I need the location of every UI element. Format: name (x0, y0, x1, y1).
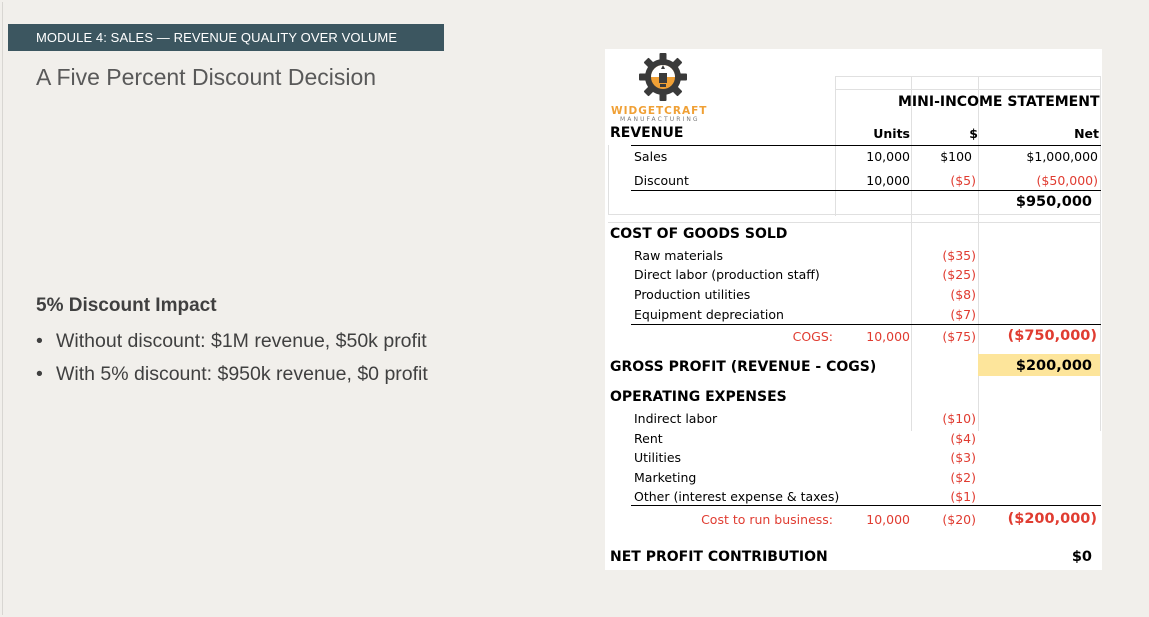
opex-item-label: Rent (634, 431, 663, 446)
cogs-item-label: Production utilities (634, 287, 751, 302)
net-header: Net (1074, 126, 1099, 141)
discount-units: 10,000 (866, 173, 910, 188)
gross-profit-value: $200,000 (1015, 358, 1092, 374)
impact-bullet-text: Without discount: $1M revenue, $50k prof… (56, 330, 427, 352)
cogs-item-price: ($35) (942, 248, 976, 263)
revenue-heading: REVENUE (610, 125, 684, 141)
opex-heading: OPERATING EXPENSES (610, 389, 787, 405)
cogs-total-net: ($750,000) (1007, 328, 1097, 344)
bullet-dot-icon: • (36, 363, 43, 385)
net-profit-label: NET PROFIT CONTRIBUTION (610, 549, 828, 565)
opex-item-price: ($3) (950, 450, 976, 465)
opex-item-price: ($4) (950, 431, 976, 446)
opex-item-label: Indirect labor (634, 411, 718, 426)
grid-line (835, 76, 1101, 77)
sales-label: Sales (634, 149, 668, 164)
discount-net: ($50,000) (1036, 173, 1098, 188)
revenue-total: $950,000 (1015, 194, 1092, 210)
grid-line (911, 76, 912, 431)
impact-bullet-list: • Without discount: $1M revenue, $50k pro… (36, 328, 428, 394)
grid-line (608, 222, 1101, 223)
opex-item-price: ($1) (950, 489, 976, 504)
grid-line (1100, 76, 1101, 431)
sales-price: $100 (940, 149, 972, 164)
cogs-item-price: ($7) (950, 307, 976, 322)
rule-line (631, 145, 1101, 146)
gear-lightbulb-icon (639, 53, 687, 101)
opex-item-label: Other (interest expense & taxes) (634, 489, 840, 504)
module-banner: MODULE 4: SALES — REVENUE QUALITY OVER V… (8, 24, 444, 51)
cogs-item-label: Direct labor (production staff) (634, 267, 820, 282)
opex-item-price: ($10) (942, 411, 976, 426)
opex-item-price: ($2) (950, 470, 976, 485)
opex-item-label: Utilities (634, 450, 682, 465)
price-header: $ (969, 126, 978, 141)
impact-bullet: • With 5% discount: $950k revenue, $0 pro… (36, 361, 428, 394)
discount-price: ($5) (950, 173, 976, 188)
impact-heading: 5% Discount Impact (36, 295, 217, 316)
units-header: Units (873, 126, 910, 141)
opex-total-net: ($200,000) (1007, 511, 1097, 527)
cogs-total-label: COGS: (792, 329, 833, 344)
cogs-item-label: Equipment depreciation (634, 307, 784, 322)
cogs-item-label: Raw materials (634, 248, 723, 263)
rule-line (631, 505, 1101, 506)
company-logo: WIDGETCRAFT MANUFACTURING (607, 51, 710, 123)
logo-wordmark: WIDGETCRAFT (611, 105, 708, 117)
impact-bullet: • Without discount: $1M revenue, $50k pro… (36, 328, 428, 361)
impact-bullet-text: With 5% discount: $950k revenue, $0 prof… (56, 363, 428, 385)
grid-line (608, 145, 609, 215)
opex-total-label: Cost to run business: (701, 512, 833, 527)
cogs-item-price: ($25) (942, 267, 976, 282)
opex-total-price: ($20) (942, 512, 976, 527)
grid-line (835, 89, 1101, 90)
logo-subtitle: MANUFACTURING (620, 116, 700, 123)
gross-profit-highlight (978, 354, 1100, 376)
opex-item-label: Marketing (634, 470, 697, 485)
slide-title: A Five Percent Discount Decision (36, 64, 377, 90)
income-statement-sheet: WIDGETCRAFT MANUFACTURING MINI-INCOME ST… (605, 49, 1102, 570)
gross-profit-label: GROSS PROFIT (REVENUE - COGS) (610, 359, 877, 375)
discount-label: Discount (634, 173, 689, 188)
cogs-item-price: ($8) (950, 287, 976, 302)
bullet-dot-icon: • (36, 330, 43, 352)
grid-line (835, 76, 836, 216)
opex-total-units: 10,000 (866, 512, 910, 527)
grid-line (978, 76, 979, 431)
rule-line (631, 190, 1101, 191)
grid-line (608, 214, 1101, 215)
cogs-total-price: ($75) (942, 329, 976, 344)
sales-net: $1,000,000 (1026, 149, 1098, 164)
cogs-total-units: 10,000 (866, 329, 910, 344)
statement-title: MINI-INCOME STATEMENT (898, 94, 1100, 110)
sales-units: 10,000 (866, 149, 910, 164)
cogs-heading: COST OF GOODS SOLD (610, 226, 788, 242)
rule-line (631, 324, 1101, 325)
net-profit-value: $0 (1071, 549, 1092, 565)
